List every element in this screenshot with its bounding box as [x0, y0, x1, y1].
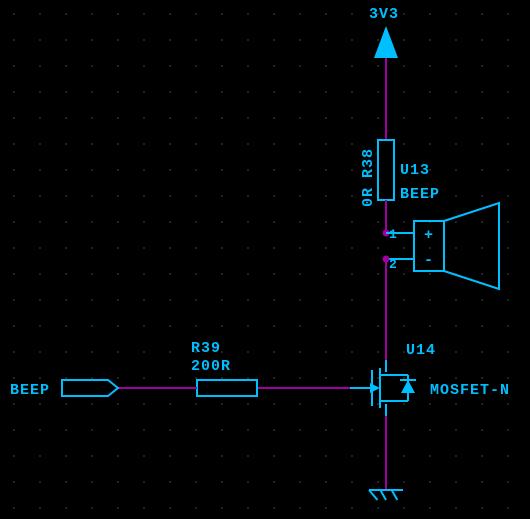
buzzer-minus: - — [424, 252, 434, 269]
canvas-background — [0, 0, 530, 519]
buzzer-plus: + — [424, 227, 434, 244]
power-label: 3V3 — [369, 6, 399, 23]
beep-net-label: BEEP — [10, 382, 50, 399]
u14-name: MOSFET-N — [430, 382, 510, 399]
r39-val: 200R — [191, 358, 231, 375]
r39-ref: R39 — [191, 340, 221, 357]
u13-ref: U13 — [400, 162, 430, 179]
r38-ref: R38 — [360, 148, 377, 178]
pin1-label: 1 — [389, 227, 398, 242]
u13-name: BEEP — [400, 186, 440, 203]
u14-ref: U14 — [406, 342, 436, 359]
r38-val: 0R — [360, 187, 377, 207]
